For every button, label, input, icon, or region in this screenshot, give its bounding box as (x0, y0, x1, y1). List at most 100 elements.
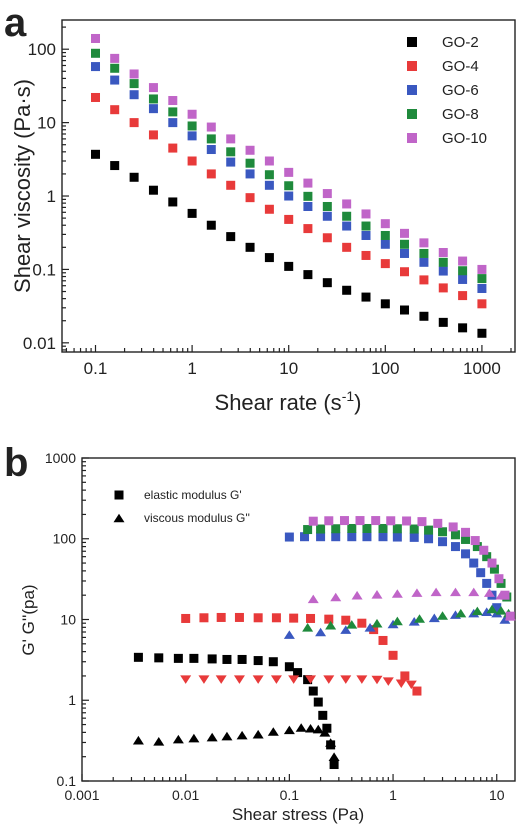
legend-marker-elastic (114, 490, 124, 500)
series-4 (284, 532, 502, 613)
data-point (129, 172, 139, 182)
data-point (482, 552, 492, 562)
data-point (405, 680, 417, 690)
data-point (417, 517, 427, 527)
data-point (438, 537, 448, 547)
data-point (187, 156, 197, 166)
data-point (486, 604, 498, 614)
data-point (362, 523, 372, 533)
data-point (283, 630, 295, 639)
data-point (226, 180, 236, 190)
data-point (316, 532, 326, 542)
data-point (347, 532, 357, 542)
data-point (226, 157, 236, 167)
legend-label-go-4: GO-4 (442, 58, 479, 75)
data-point (252, 729, 264, 739)
data-point (400, 305, 410, 315)
data-point (206, 134, 216, 144)
data-point (91, 62, 101, 72)
data-point (187, 208, 197, 218)
data-point (173, 653, 183, 663)
data-point (264, 180, 274, 190)
data-point (148, 94, 158, 104)
data-point (268, 657, 278, 667)
data-point (303, 201, 313, 211)
data-point (494, 574, 504, 584)
data-point (245, 242, 255, 252)
data-point (306, 613, 316, 623)
data-point (450, 542, 460, 552)
data-point (322, 211, 332, 221)
data-point (371, 675, 383, 685)
data-point (461, 534, 471, 544)
y-tick-label: 1 (68, 692, 76, 708)
data-point (342, 199, 352, 209)
data-point (199, 613, 209, 623)
data-point (391, 589, 403, 598)
data-point (361, 230, 371, 240)
data-point (264, 253, 274, 263)
data-point (324, 516, 334, 526)
data-point (206, 732, 218, 742)
data-point (234, 612, 244, 622)
legend-label-go-6: GO-6 (442, 82, 479, 99)
x-tick-label: 0.001 (64, 787, 99, 803)
data-point (371, 590, 383, 599)
data-point (322, 278, 332, 288)
data-point (328, 752, 340, 761)
data-point (187, 121, 197, 131)
panel-a-y-axis-label: Shear viscosity (Pa·s) (10, 79, 35, 293)
y-tick-label: 100 (28, 40, 56, 59)
data-point (380, 239, 390, 249)
data-point (148, 83, 158, 93)
x-tick-label: 1 (187, 359, 196, 378)
data-point (395, 679, 407, 689)
data-point (380, 299, 390, 309)
y-tick-label: 10 (60, 611, 76, 627)
data-point (419, 238, 429, 248)
data-point (364, 623, 376, 632)
data-point (172, 734, 184, 744)
data-point (428, 613, 440, 623)
data-point (148, 185, 158, 195)
data-point (308, 686, 318, 696)
data-point (392, 532, 402, 542)
data-point (307, 594, 319, 604)
data-point (322, 233, 332, 243)
data-point (180, 675, 192, 684)
panel-a-label: a (4, 1, 27, 45)
data-point (187, 109, 197, 119)
data-point (189, 653, 199, 663)
legend-swatch-go-6 (407, 85, 417, 95)
data-point (414, 614, 426, 623)
data-point (245, 145, 255, 155)
series-0 (133, 652, 339, 770)
data-point (319, 728, 331, 737)
data-point (400, 671, 410, 681)
data-point (357, 618, 367, 628)
data-point (110, 105, 120, 115)
data-point (330, 592, 342, 602)
data-point (222, 654, 232, 664)
data-point (129, 118, 139, 128)
data-point (448, 522, 458, 532)
y-tick-label: 10 (37, 114, 56, 133)
data-point (284, 214, 294, 224)
data-point (110, 75, 120, 85)
data-point (198, 675, 210, 684)
x-tick-label: 10 (489, 787, 505, 803)
data-point (91, 48, 101, 58)
legend-marker-viscous (113, 513, 125, 523)
data-point (245, 193, 255, 203)
data-point (495, 590, 507, 600)
data-point (322, 723, 332, 733)
data-point (433, 518, 443, 528)
data-point (284, 532, 294, 542)
data-point (318, 710, 328, 720)
data-point (316, 524, 326, 534)
data-point (361, 250, 371, 260)
data-point (450, 530, 460, 540)
data-point (226, 147, 236, 157)
data-point (325, 620, 337, 630)
